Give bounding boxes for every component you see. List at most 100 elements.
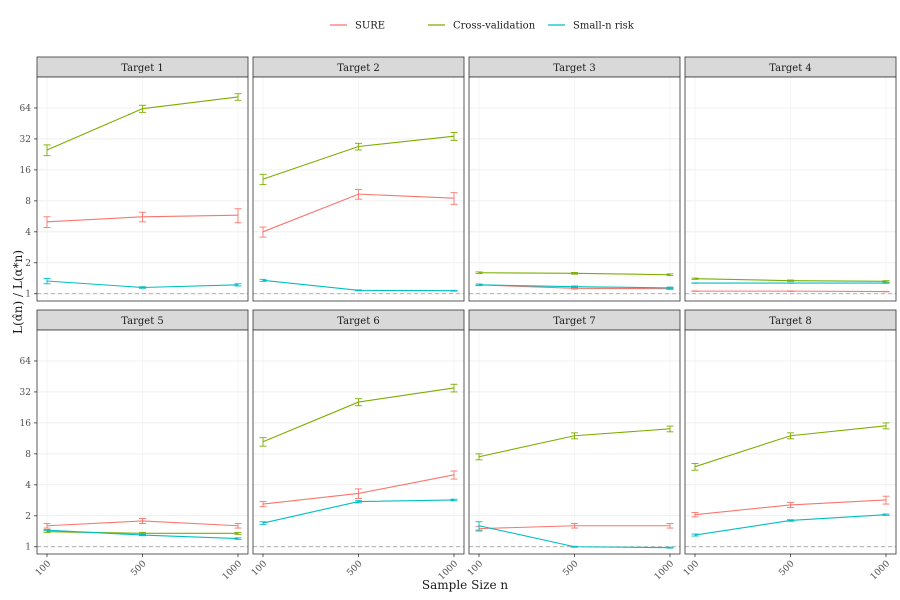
errorbar-small-n-risk: [475, 283, 483, 287]
y-tick-label: 8: [25, 450, 31, 460]
panel-border: [684, 76, 897, 302]
facet-panel: Target 4: [684, 56, 897, 302]
errorbar-small-n-risk: [450, 289, 458, 292]
errorbar-small-n-risk: [475, 521, 483, 531]
errorbar-small-n-risk: [139, 533, 146, 537]
facet-panels: Target 1 1 2 4 8 16 32 64 Target 2 Target 3 Target…: [20, 56, 897, 582]
errorbar-small-n-risk: [355, 499, 362, 504]
errorbar-small-n-risk: [882, 513, 890, 516]
facet-panel: Target 1 1 2 4 8 16 32 64: [20, 56, 249, 302]
errorbar-sure: [666, 523, 674, 529]
errorbar-small-n-risk: [571, 545, 578, 548]
y-axis-title: L(α̂n) / L(α*n): [11, 250, 25, 334]
errorbar-sure: [139, 211, 146, 223]
errorbar-small-n-risk: [666, 286, 674, 290]
errorbar-cross-validation: [450, 131, 458, 141]
y-tick-label: 4: [25, 481, 31, 491]
legend-label: SURE: [355, 21, 385, 32]
y-tick-label: 2: [25, 259, 31, 269]
errorbar-cross-validation: [475, 271, 483, 275]
facet-panel: Target 7 100 500 1000: [466, 309, 681, 582]
errorbar-cross-validation: [475, 453, 483, 461]
errorbar-small-n-risk: [787, 519, 794, 522]
x-tick-label: 500: [561, 559, 580, 578]
facet-panel: Target 5 1 2 4 8 16 32 64 100 500 1000: [20, 309, 249, 582]
errorbar-sure: [234, 208, 242, 224]
errorbar-cross-validation: [882, 280, 890, 283]
errorbar-small-n-risk: [450, 498, 458, 502]
errorbar-small-n-risk: [259, 278, 267, 282]
errorbar-sure: [355, 488, 362, 499]
errorbar-cross-validation: [882, 422, 890, 430]
errorbar-sure: [882, 495, 890, 505]
facet-title: Target 3: [553, 63, 596, 74]
errorbar-cross-validation: [787, 279, 794, 282]
facet-title: Target 5: [121, 316, 164, 327]
facet-panel: Target 8 100 500 1000: [682, 309, 897, 582]
legend: SURE Cross-validation Small-n risk: [330, 21, 635, 32]
errorbar-cross-validation: [234, 93, 242, 101]
errorbar-cross-validation: [259, 437, 267, 447]
errorbar-sure: [355, 189, 362, 200]
errorbar-small-n-risk: [666, 546, 674, 549]
errorbar-small-n-risk: [691, 533, 699, 537]
x-tick-label: 100: [34, 559, 53, 578]
errorbar-sure: [571, 523, 578, 529]
y-tick-label: 32: [20, 388, 31, 398]
facet-title: Target 8: [769, 316, 812, 327]
errorbar-cross-validation: [259, 173, 267, 186]
facet-title: Target 7: [553, 316, 596, 327]
y-tick-label: 2: [25, 512, 31, 522]
facet-title: Target 6: [337, 316, 380, 327]
facet-title: Target 2: [337, 63, 380, 74]
errorbar-cross-validation: [43, 144, 51, 157]
errorbar-cross-validation: [571, 432, 578, 440]
x-tick-label: 100: [466, 559, 485, 578]
y-tick-label: 64: [20, 104, 32, 114]
errorbar-cross-validation: [355, 398, 362, 407]
errorbar-small-n-risk: [43, 277, 51, 285]
errorbar-cross-validation: [691, 463, 699, 471]
errorbar-sure: [259, 226, 267, 238]
y-tick-label: 8: [25, 197, 31, 207]
x-tick-label: 100: [682, 559, 701, 578]
errorbar-sure: [43, 216, 51, 229]
x-tick-label: 1000: [221, 559, 244, 582]
errorbar-small-n-risk: [234, 283, 242, 287]
errorbar-cross-validation: [450, 383, 458, 393]
facet-title: Target 1: [121, 63, 164, 74]
x-tick-label: 100: [250, 559, 269, 578]
panel-border: [252, 76, 465, 302]
x-tick-label: 500: [129, 559, 148, 578]
errorbar-sure: [43, 523, 51, 529]
errorbar-cross-validation: [787, 432, 794, 440]
errorbar-cross-validation: [691, 277, 699, 280]
errorbar-sure: [234, 523, 242, 529]
y-tick-label: 1: [25, 543, 31, 553]
errorbar-cross-validation: [139, 104, 146, 113]
errorbar-sure: [139, 518, 146, 525]
errorbar-small-n-risk: [571, 285, 578, 288]
facet-panel: Target 3: [468, 56, 681, 302]
x-tick-label: 500: [345, 559, 364, 578]
y-tick-label: 4: [25, 228, 31, 238]
errorbar-cross-validation: [666, 273, 674, 277]
errorbar-sure: [787, 501, 794, 509]
panel-border: [468, 76, 681, 302]
x-tick-label: 1000: [653, 559, 676, 582]
errorbar-cross-validation: [355, 142, 362, 151]
y-tick-label: 64: [20, 357, 32, 367]
y-tick-label: 32: [20, 135, 31, 145]
legend-label: Small-n risk: [573, 21, 635, 32]
facet-panel: Target 2: [252, 56, 465, 302]
x-axis-title: Sample Size n: [422, 578, 508, 592]
y-tick-label: 16: [20, 419, 32, 429]
legend-label: Cross-validation: [453, 21, 536, 32]
facet-title: Target 4: [769, 63, 812, 74]
x-tick-label: 1000: [869, 559, 892, 582]
errorbar-small-n-risk: [43, 529, 51, 532]
errorbar-sure: [691, 512, 699, 518]
errorbar-small-n-risk: [139, 286, 146, 289]
